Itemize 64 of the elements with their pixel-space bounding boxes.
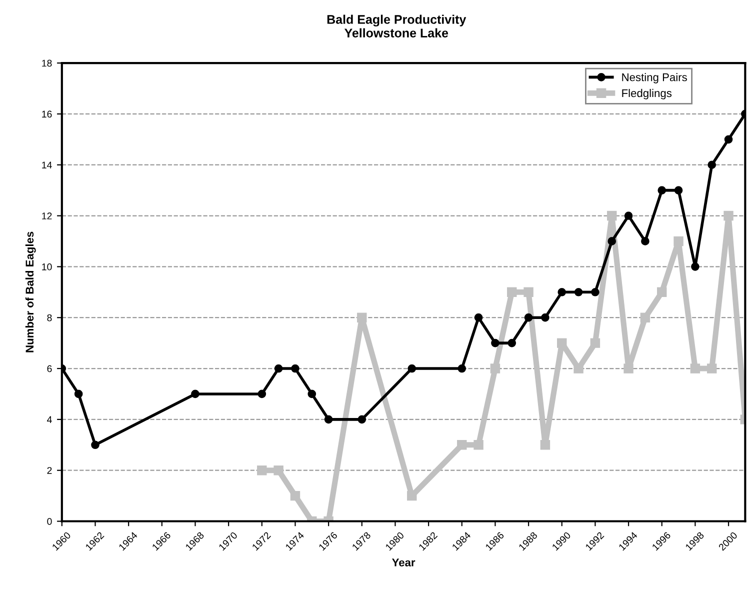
point	[591, 288, 600, 296]
point	[257, 465, 267, 476]
point	[524, 313, 533, 322]
point	[674, 186, 683, 194]
y-tick-label: 18	[42, 60, 52, 67]
point	[91, 440, 100, 450]
point	[407, 490, 417, 501]
point	[558, 288, 566, 296]
point	[274, 465, 284, 476]
point	[641, 237, 650, 246]
point	[274, 364, 283, 373]
point	[357, 312, 367, 322]
point	[607, 210, 617, 221]
point	[590, 338, 600, 348]
point	[624, 212, 633, 220]
point	[308, 390, 316, 398]
x-axis-title: Year	[392, 558, 416, 566]
point	[706, 364, 717, 374]
y-tick-label: 2	[47, 467, 52, 474]
point	[291, 364, 300, 373]
point	[507, 287, 517, 298]
point	[674, 236, 684, 246]
point	[557, 338, 567, 348]
point	[358, 415, 366, 424]
point	[524, 287, 534, 298]
point	[541, 313, 550, 322]
legend-label: Fledglings	[622, 88, 672, 100]
point	[624, 364, 634, 374]
point	[574, 288, 583, 296]
point	[724, 210, 734, 221]
y-tick-label: 0	[47, 518, 52, 525]
y-tick-label: 12	[42, 212, 52, 220]
point	[474, 313, 483, 322]
point	[408, 364, 416, 373]
y-tick-label: 4	[47, 416, 52, 423]
point	[708, 160, 716, 170]
point	[491, 338, 500, 348]
point	[474, 440, 484, 450]
point	[258, 390, 266, 398]
y-tick-label: 16	[42, 110, 52, 118]
point	[658, 186, 666, 194]
point	[690, 364, 700, 374]
point	[191, 390, 200, 398]
y-tick-label: 8	[47, 314, 52, 322]
y-tick-label: 10	[42, 263, 52, 270]
point	[508, 338, 516, 348]
point	[691, 262, 700, 271]
point	[490, 364, 500, 374]
y-axis-title: Number of Bald Eagles	[25, 232, 36, 352]
chart-title: Bald Eagle Productivity	[327, 14, 466, 26]
legend-label: Nesting Pairs	[622, 73, 687, 84]
point	[640, 312, 650, 322]
chart-subtitle: Yellowstone Lake	[344, 28, 448, 38]
point	[457, 440, 467, 450]
point	[724, 135, 733, 144]
point	[540, 440, 550, 450]
point	[324, 415, 333, 424]
point	[74, 390, 83, 398]
point	[656, 287, 667, 298]
point	[458, 364, 466, 373]
point	[608, 237, 616, 246]
y-tick-label: 14	[42, 162, 52, 168]
y-tick-label: 6	[47, 365, 52, 372]
point	[290, 490, 300, 501]
